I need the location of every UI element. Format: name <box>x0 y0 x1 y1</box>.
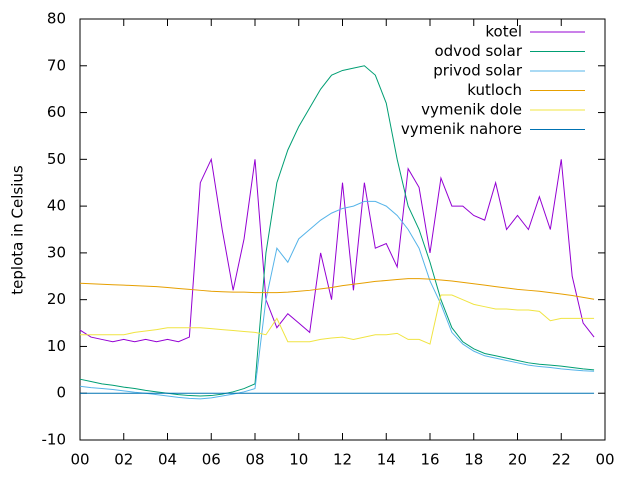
series-line <box>80 294 595 345</box>
y-tick-label: 30 <box>47 243 66 261</box>
x-tick-label: 02 <box>114 451 133 469</box>
legend-label: vymenik nahore <box>401 120 522 138</box>
x-tick-label: 04 <box>158 451 177 469</box>
x-tick-label: 12 <box>333 451 352 469</box>
legend-label: odvod solar <box>434 42 522 60</box>
y-tick-label: 40 <box>47 197 66 215</box>
x-tick-label: 08 <box>245 451 264 469</box>
x-tick-label: 14 <box>377 451 396 469</box>
legend-label: kutloch <box>467 81 522 99</box>
x-tick-label: 06 <box>202 451 221 469</box>
legend-label: privod solar <box>433 62 523 80</box>
legend-label: kotel <box>485 23 522 41</box>
x-tick-label: 18 <box>464 451 483 469</box>
y-tick-label: 70 <box>47 56 66 74</box>
y-tick-label: 60 <box>47 103 66 121</box>
y-tick-label: 0 <box>56 384 66 402</box>
y-tick-label: 50 <box>47 150 66 168</box>
x-tick-label: 20 <box>508 451 527 469</box>
series-line <box>79 278 595 300</box>
y-tick-label: -10 <box>42 431 67 449</box>
series-line <box>79 200 595 400</box>
series-line <box>79 157 595 343</box>
y-axis-label: teplota in Celsius <box>9 165 27 295</box>
x-tick-label: 00 <box>595 451 614 469</box>
x-tick-label: 00 <box>70 451 89 469</box>
plot-border <box>79 18 606 441</box>
x-tick-label: 10 <box>289 451 308 469</box>
y-tick-label: 20 <box>47 290 66 308</box>
y-tick-label: 10 <box>47 337 66 355</box>
x-tick-label: 22 <box>552 451 571 469</box>
y-tick-label: 80 <box>47 10 66 28</box>
x-tick-label: 16 <box>420 451 439 469</box>
legend-label: vymenik dole <box>421 101 522 119</box>
